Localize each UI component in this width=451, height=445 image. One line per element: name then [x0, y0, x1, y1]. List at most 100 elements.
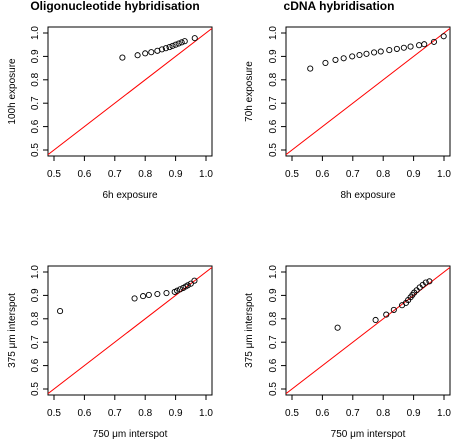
y-tick-label: 0.9	[30, 288, 41, 302]
data-point	[350, 54, 355, 59]
reference-line	[24, 10, 237, 174]
x-tick-label: 0.7	[346, 169, 360, 180]
data-point	[140, 294, 145, 299]
x-tick-label: 0.5	[285, 169, 299, 180]
x-tick-label: 0.9	[407, 169, 421, 180]
scatter-panel-cdna-interspot: 0.5 0.6 0.7 0.8 0.9 1.0 0.5 0.6 0.7 0.8 0.9 1.0 750 …	[244, 249, 451, 440]
data-point	[323, 60, 328, 65]
y-tick-label: 0.6	[30, 119, 41, 133]
scatter-panel-oligo-interspot: 0.5 0.6 0.7 0.8 0.9 1.0 0.5 0.6 0.7 0.8 0.9 1.0 750 …	[7, 249, 236, 440]
data-point	[391, 307, 396, 312]
x-axis-label: 750 μm interspot	[93, 429, 168, 440]
y-tick-label: 0.7	[30, 96, 41, 110]
y-tick-label: 0.5	[268, 382, 279, 396]
y-tick-label: 0.7	[268, 96, 279, 110]
x-tick-label: 0.5	[47, 408, 61, 419]
y-axis-label: 100h exposure	[7, 58, 18, 125]
data-point	[373, 317, 378, 322]
x-tick-label: 0.6	[77, 169, 91, 180]
x-tick-label: 0.7	[108, 408, 122, 419]
y-tick-label: 0.8	[30, 72, 41, 86]
reference-line	[262, 249, 451, 413]
column-title-cdna: cDNA hybridisation	[284, 0, 395, 13]
data-point	[149, 50, 154, 55]
x-tick-label: 0.9	[169, 408, 183, 419]
y-axis-label: 70h exposure	[244, 61, 255, 122]
data-point	[173, 42, 178, 47]
x-tick-label: 0.8	[376, 169, 390, 180]
y-tick-label: 0.6	[268, 119, 279, 133]
x-axis-label: 750 μm interspot	[331, 429, 406, 440]
x-tick-label: 0.9	[407, 408, 421, 419]
data-point	[333, 57, 338, 62]
data-point	[357, 52, 362, 57]
x-tick-label: 0.5	[47, 169, 61, 180]
x-tick-label: 0.6	[315, 408, 329, 419]
x-tick-label: 0.7	[346, 408, 360, 419]
y-tick-label: 0.8	[268, 311, 279, 325]
scatter-panel-cdna-exposure: 0.5 0.6 0.7 0.8 0.9 1.0 0.5 0.6 0.7 0.8 0.9 1.0 8h e…	[244, 10, 451, 201]
column-title-oligonucleotide: Oligonucleotide hybridisation	[30, 0, 199, 13]
x-tick-label: 0.8	[376, 408, 390, 419]
data-point	[394, 46, 399, 51]
y-tick-label: 0.5	[30, 382, 41, 396]
data-point	[192, 36, 197, 41]
data-point	[364, 51, 369, 56]
y-tick-label: 0.9	[30, 49, 41, 63]
data-point	[170, 43, 175, 48]
data-point	[387, 47, 392, 52]
data-point	[408, 44, 413, 49]
x-tick-label: 0.8	[138, 169, 152, 180]
data-point	[178, 287, 183, 292]
data-point	[176, 41, 181, 46]
x-tick-label: 1.0	[199, 408, 213, 419]
data-point	[441, 34, 446, 39]
data-point	[341, 56, 346, 61]
data-point	[378, 49, 383, 54]
data-point	[57, 308, 62, 313]
data-point	[179, 40, 184, 45]
x-tick-label: 0.7	[108, 169, 122, 180]
reference-line	[24, 249, 237, 413]
data-point	[416, 43, 421, 48]
x-tick-label: 0.6	[77, 408, 91, 419]
y-axis-label: 375 μm interspot	[244, 293, 255, 368]
y-tick-label: 0.8	[30, 311, 41, 325]
y-tick-label: 0.5	[30, 143, 41, 157]
y-tick-label: 0.9	[268, 49, 279, 63]
data-point	[143, 51, 148, 56]
reference-line	[262, 10, 451, 174]
data-point	[132, 296, 137, 301]
data-point	[422, 42, 427, 47]
y-tick-label: 1.0	[30, 26, 41, 40]
x-tick-label: 0.9	[169, 169, 183, 180]
y-tick-label: 1.0	[268, 265, 279, 279]
y-tick-label: 0.5	[268, 143, 279, 157]
data-point	[371, 50, 376, 55]
x-tick-label: 1.0	[199, 169, 213, 180]
y-tick-label: 0.6	[268, 358, 279, 372]
data-point	[164, 290, 169, 295]
x-tick-label: 0.5	[285, 408, 299, 419]
y-tick-label: 0.8	[268, 72, 279, 86]
y-tick-label: 0.7	[268, 335, 279, 349]
x-tick-label: 1.0	[437, 169, 451, 180]
scatter-panel-oligo-exposure: 0.5 0.6 0.7 0.8 0.9 1.0 0.5 0.6 0.7 0.8 0.9 1.0 6h e…	[7, 10, 236, 201]
data-point	[401, 45, 406, 50]
data-point	[146, 292, 151, 297]
data-point	[335, 325, 340, 330]
y-tick-label: 1.0	[30, 265, 41, 279]
data-point	[135, 53, 140, 58]
x-axis-label: 6h exposure	[102, 190, 157, 201]
y-axis-label: 375 μm interspot	[7, 293, 18, 368]
data-point	[120, 55, 125, 60]
x-tick-label: 0.8	[138, 408, 152, 419]
y-tick-label: 0.6	[30, 358, 41, 372]
x-tick-label: 0.6	[315, 169, 329, 180]
x-axis-label: 8h exposure	[340, 190, 395, 201]
data-point	[155, 291, 160, 296]
y-tick-label: 1.0	[268, 26, 279, 40]
y-tick-label: 0.7	[30, 335, 41, 349]
x-tick-label: 1.0	[437, 408, 451, 419]
